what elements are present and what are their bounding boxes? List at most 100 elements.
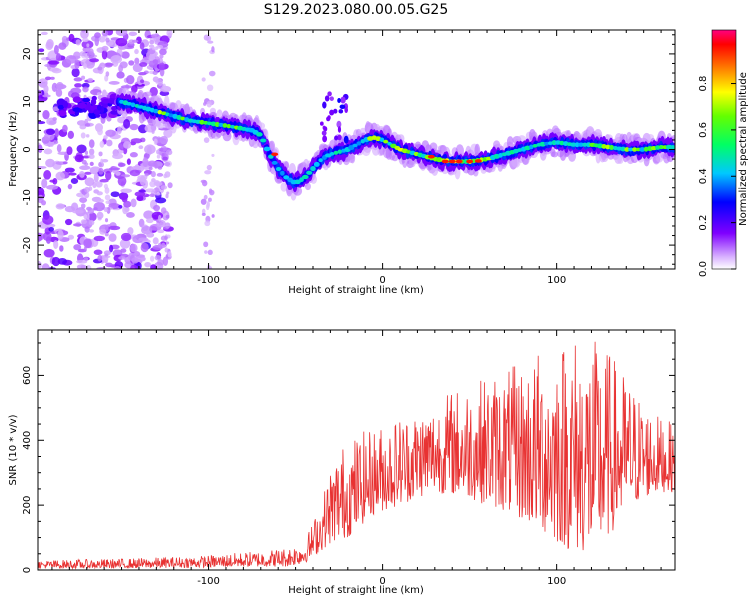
spectrogram-noise-blob — [105, 170, 112, 181]
spectrogram-noise-blob — [108, 244, 114, 253]
spectrogram-noise-blob — [117, 176, 127, 187]
spectrogram-ridge-core — [544, 141, 550, 146]
spectrogram-halo — [349, 152, 356, 164]
spectrogram-ridge-core — [145, 106, 152, 112]
spectrogram-noise-blob — [123, 200, 132, 208]
snr-xlabel: Height of straight line (km) — [288, 585, 424, 596]
spectrogram-noise-blob — [143, 210, 154, 220]
spectrogram-noise-blob — [139, 62, 148, 67]
spectrogram-noise-blob — [145, 217, 154, 224]
y-tick-label: -20 — [22, 237, 33, 253]
spectrogram-noise-blob — [333, 108, 338, 114]
spectrogram-noise-blob — [48, 226, 55, 232]
spectrogram-noise-blob — [52, 117, 57, 121]
spectrogram-noise-blob — [105, 37, 110, 43]
spectrogram-ridge-core — [337, 149, 343, 154]
spectrogram-noise-blob — [148, 166, 153, 171]
spectrogram-noise-blob — [114, 266, 121, 269]
spectrogram-noise-blob — [163, 129, 173, 138]
spectrogram-noise-blob — [208, 197, 212, 202]
spectrogram-noise-blob — [139, 175, 146, 186]
spectrogram-signal-blob — [96, 104, 102, 111]
spectrogram-noise-blob — [54, 128, 60, 138]
spectrogram-noise-blob — [84, 171, 92, 175]
spectrogram-noise-blob — [80, 132, 86, 139]
spectrogram-noise-blob — [134, 255, 146, 262]
spectrogram-noise-blob — [108, 225, 121, 231]
spectrogram-noise-blob — [136, 195, 144, 202]
spectrogram-ridge-core — [609, 145, 615, 150]
spectrogram-ridge-core — [375, 136, 381, 142]
spectrogram-noise-blob — [76, 144, 87, 154]
spectrogram-noise-blob — [152, 70, 158, 75]
spectrogram-noise-blob — [58, 42, 67, 50]
colorbar: 0.0 0.2 0.4 0.6 0.8 Normalized spectral ampl… — [698, 29, 749, 277]
y-tick-label: 10 — [22, 95, 33, 108]
spectrogram-noise-blob — [334, 135, 339, 141]
spectrogram-noise-blob — [139, 42, 145, 50]
spectrogram-noise-blob — [96, 92, 101, 96]
spectrogram-noise-blob — [204, 220, 211, 227]
spectrogram-signal-blob — [57, 104, 65, 110]
spectrogram-noise-blob — [138, 72, 147, 76]
spectrogram-noise-blob — [67, 183, 73, 190]
spectrogram-noise-blob — [343, 135, 349, 144]
spectrogram-noise-blob — [110, 55, 123, 64]
spectrogram-ridge-core — [627, 147, 634, 152]
spectrogram-noise-blob — [65, 54, 77, 64]
spectrogram-noise-blob — [104, 232, 109, 237]
spectrogram-ridge-core — [570, 142, 577, 147]
spectrogram-noise-blob — [323, 126, 328, 132]
snr-ylabel: SNR (10 * v/v) — [8, 414, 19, 485]
spectrogram-noise-blob — [129, 123, 139, 131]
spectrogram-noise-blob — [138, 237, 149, 242]
snr-series-line — [38, 341, 675, 570]
spectrogram-noise-blob — [43, 148, 53, 155]
spectrogram-noise-blob — [84, 123, 91, 127]
spectrogram-noise-blob — [84, 186, 90, 193]
spectrogram-noise-blob — [154, 162, 158, 169]
spectrogram-noise-blob — [79, 165, 91, 171]
spectrogram-noise-blob — [110, 191, 120, 198]
spectrogram-noise-blob — [57, 258, 68, 265]
spectrogram-ridge-core — [226, 124, 232, 129]
spectrogram-noise-blob — [86, 43, 90, 48]
spectrogram-ridge-core — [306, 170, 313, 175]
spectrogram-noise-blob — [329, 109, 335, 116]
spectrogram-ridge-core — [313, 161, 320, 167]
spectrogram-noise-blob — [73, 244, 82, 251]
spectrogram-noise-blob — [88, 139, 95, 149]
spectrogram-noise-blob — [200, 179, 207, 184]
spectrogram-noise-blob — [104, 218, 109, 223]
spectrogram-noise-blob — [40, 31, 48, 36]
spectrogram-noise-blob — [164, 236, 168, 240]
spectrogram-peak — [448, 159, 456, 164]
spectrogram-ridge-core — [632, 147, 638, 152]
spectrogram-signal-blob — [72, 96, 82, 103]
spectrogram-noise-blob — [83, 62, 88, 70]
y-tick-label: 0 — [22, 567, 33, 573]
spectrogram-noise-blob — [105, 129, 116, 137]
spectrogram-noise-blob — [126, 75, 135, 85]
spectrogram-noise-blob — [101, 49, 108, 60]
spectrogram-noise-blob — [108, 167, 121, 171]
spectrogram-noise-blob — [95, 181, 103, 188]
spectrogram-noise-blob — [142, 157, 149, 168]
spectrogram-noise-blob — [206, 35, 212, 42]
spectrogram-noise-blob — [162, 156, 168, 161]
spectrogram-noise-blob — [149, 86, 158, 97]
spectrogram-noise-blob — [149, 40, 155, 45]
spectrogram-noise-blob — [57, 151, 69, 156]
spectrogram-noise-blob — [127, 227, 134, 235]
spectrogram-noise-blob — [134, 191, 146, 197]
colorbar-ticks: 0.0 0.2 0.4 0.6 0.8 — [698, 76, 736, 277]
spectrogram-noise-blob — [84, 226, 90, 233]
spectrogram-noise-blob — [81, 30, 86, 33]
spectrogram-noise-blob — [83, 238, 92, 249]
spectrogram-ridge-core — [180, 116, 186, 121]
spectrogram-noise-blob — [149, 255, 155, 262]
spectrogram-noise-blob — [200, 198, 207, 205]
spectrogram-noise-blob — [81, 82, 90, 89]
spectrogram-ridge-core — [528, 144, 534, 150]
spectrogram-noise-blob — [211, 46, 215, 53]
